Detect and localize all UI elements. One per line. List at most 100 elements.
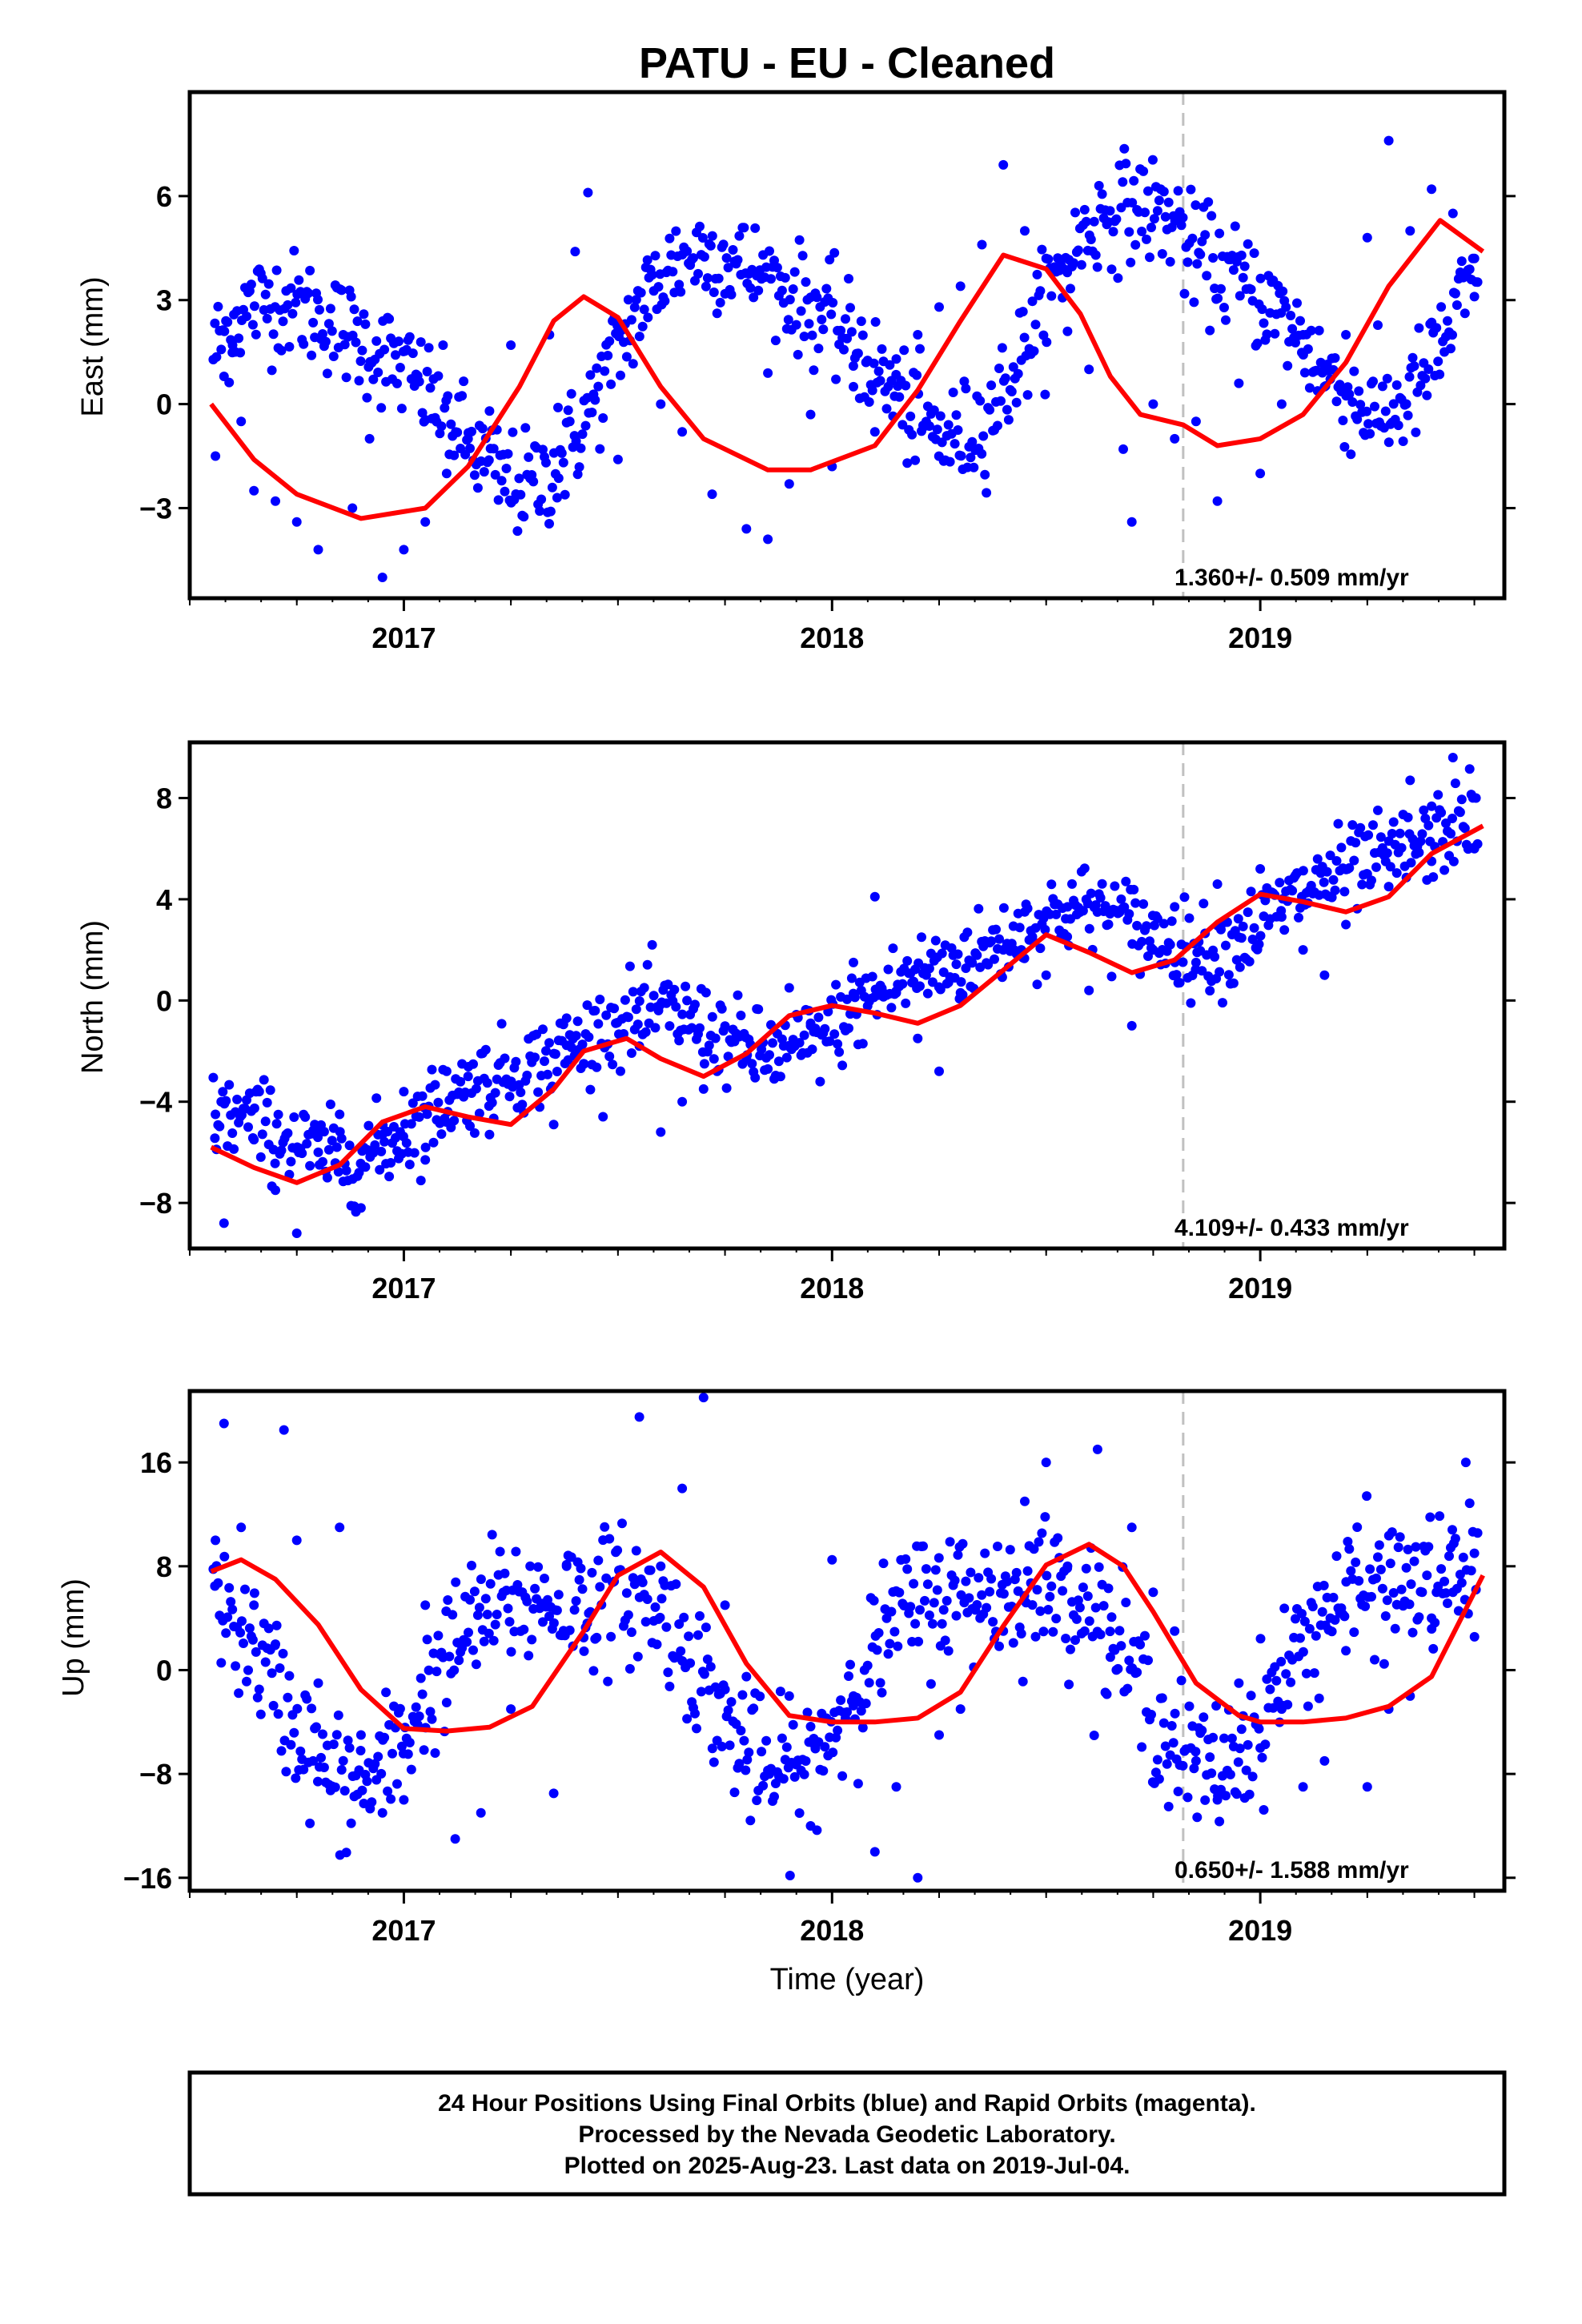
east-data-point (286, 283, 296, 293)
up-data-point (828, 1747, 838, 1758)
up-data-point (1018, 1676, 1028, 1687)
east-data-point (289, 246, 299, 255)
up-data-point (1084, 1616, 1094, 1626)
north-data-point (1385, 862, 1395, 872)
up-data-point (937, 1618, 947, 1629)
east-data-point (899, 345, 909, 356)
east-data-point (788, 284, 798, 294)
north-data-point (1184, 913, 1195, 923)
up-data-point (910, 1618, 921, 1629)
up-data-point (1221, 1791, 1231, 1801)
north-data-point (313, 1147, 323, 1157)
east-data-point (210, 318, 220, 328)
up-data-point (441, 1698, 452, 1707)
east-data-point (327, 326, 337, 336)
up-data-point (1450, 1534, 1460, 1544)
north-data-point (468, 1059, 478, 1069)
up-data-point (1082, 1591, 1093, 1602)
up-data-point (988, 1617, 998, 1627)
east-data-point (355, 356, 366, 366)
up-data-point (833, 1725, 843, 1735)
up-data-point (1189, 1763, 1199, 1774)
north-data-point (849, 992, 860, 1003)
up-data-point (1360, 1601, 1371, 1611)
up-data-point (878, 1558, 889, 1569)
up-y-tick-label: 8 (156, 1550, 172, 1583)
up-data-point (476, 1574, 486, 1584)
east-data-point (1281, 302, 1291, 312)
up-data-point (482, 1610, 492, 1619)
up-data-point (631, 1546, 641, 1556)
north-data-point (677, 1009, 688, 1019)
up-data-point (980, 1548, 990, 1558)
east-data-point (556, 448, 567, 458)
east-data-point (934, 302, 944, 312)
east-data-point (671, 226, 681, 236)
east-data-point (1388, 399, 1399, 409)
north-data-point (639, 983, 649, 993)
north-data-point (695, 1023, 705, 1033)
east-data-point (1435, 369, 1445, 380)
up-data-point (1137, 1742, 1147, 1752)
east-data-point (1111, 214, 1122, 224)
north-data-point (1223, 970, 1234, 980)
north-data-point (433, 1097, 444, 1108)
north-data-point (221, 1096, 231, 1106)
up-data-point (1070, 1635, 1080, 1645)
east-data-point (739, 223, 749, 233)
east-data-point (1365, 428, 1375, 439)
up-data-point (1365, 1564, 1375, 1574)
east-data-point (772, 263, 782, 273)
east-data-point (1377, 381, 1387, 392)
up-data-point (1374, 1540, 1384, 1550)
east-data-point (873, 366, 884, 376)
east-data-point (552, 493, 562, 503)
north-data-point (1124, 909, 1134, 919)
north-data-point (276, 1145, 287, 1156)
up-data-point (1370, 1655, 1379, 1665)
up-data-point (392, 1779, 402, 1789)
north-data-point (1469, 843, 1480, 854)
east-data-point (1431, 323, 1442, 333)
north-data-point (1233, 914, 1243, 924)
up-data-point (1071, 1614, 1082, 1624)
east-data-point (396, 404, 407, 414)
up-data-point (271, 1620, 282, 1630)
north-data-point (543, 1069, 552, 1080)
up-data-point (237, 1616, 247, 1626)
up-data-point (503, 1603, 513, 1614)
east-data-point (741, 524, 752, 534)
east-data-point (1105, 206, 1115, 216)
north-data-point (1330, 885, 1340, 895)
north-data-point (750, 1072, 761, 1083)
north-data-point (604, 1051, 615, 1062)
north-data-point (710, 1033, 721, 1043)
north-data-point (1387, 829, 1397, 838)
east-data-point (519, 512, 529, 522)
up-data-point (488, 1635, 499, 1646)
up-data-point (741, 1765, 751, 1775)
up-data-point (524, 1651, 534, 1661)
north-data-point (386, 1158, 396, 1168)
up-data-point (789, 1771, 800, 1782)
north-data-point (416, 1176, 426, 1186)
east-data-point (828, 298, 838, 308)
east-data-point (247, 320, 258, 330)
up-fit-line (210, 1542, 1485, 1734)
north-data-point (998, 945, 1009, 955)
north-data-point (463, 1072, 473, 1082)
north-data-point (962, 927, 973, 938)
up-data-point (279, 1425, 289, 1435)
up-data-point (1176, 1675, 1186, 1686)
up-x-tick-label: 2019 (1228, 1914, 1292, 1947)
up-data-point (1401, 1562, 1411, 1573)
east-data-point (637, 321, 648, 332)
east-data-point (721, 253, 732, 263)
north-data-point (370, 1140, 380, 1150)
east-data-point (257, 273, 267, 283)
up-data-point (921, 1564, 931, 1574)
east-data-point (1291, 337, 1300, 348)
east-data-point (796, 306, 806, 316)
east-data-point (1137, 227, 1147, 236)
east-data-point (291, 517, 302, 527)
